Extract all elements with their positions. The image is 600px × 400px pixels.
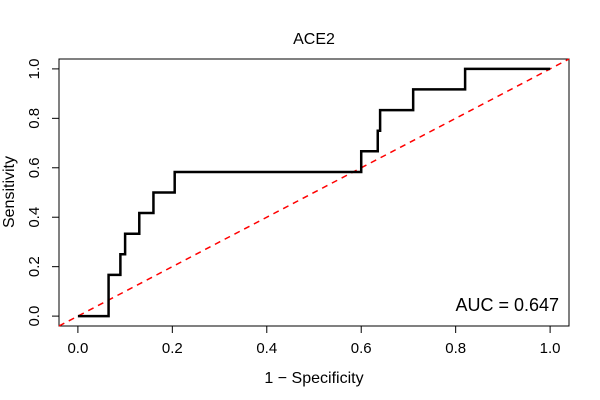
y-tick-label: 1.0 [26, 58, 43, 79]
y-tick-label: 0.6 [26, 157, 43, 178]
x-axis: 0.0 0.2 0.4 0.6 0.8 1.0 [67, 325, 561, 357]
x-tick-label: 0.2 [162, 340, 183, 357]
x-tick-label: 0.6 [351, 340, 372, 357]
x-tick-label: 0.4 [256, 340, 277, 357]
x-tick-label: 0.8 [445, 340, 466, 357]
x-axis-label: 1 − Specificity [264, 370, 363, 387]
y-tick-label: 0.0 [26, 306, 43, 327]
chart-title: ACE2 [293, 31, 335, 48]
auc-annotation: AUC = 0.647 [455, 295, 559, 315]
roc-curve [77, 67, 551, 318]
y-tick-label: 0.4 [26, 207, 43, 228]
x-tick-label: 1.0 [540, 340, 561, 357]
x-tick-label: 0.0 [67, 340, 88, 357]
series-layer [58, 58, 570, 327]
reference-diagonal-line [58, 58, 570, 327]
y-axis-label: Sensitivity [1, 156, 18, 228]
y-tick-label: 0.8 [26, 108, 43, 129]
y-tick-label: 0.2 [26, 256, 43, 277]
y-axis: 0.0 0.2 0.4 0.6 0.8 1.0 [26, 58, 60, 327]
